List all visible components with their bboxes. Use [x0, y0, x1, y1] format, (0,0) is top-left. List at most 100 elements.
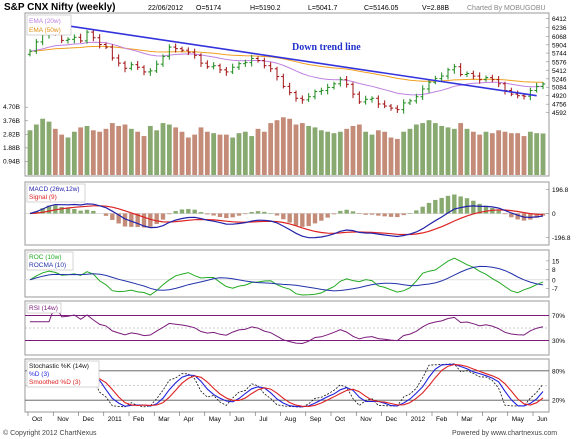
- price-tick-label: 6068: [552, 34, 567, 41]
- legend-roc: ROC (10w): [29, 254, 62, 261]
- price-tick-label: 4592: [552, 110, 567, 117]
- macd-histogram-bar: [59, 207, 64, 214]
- macd-histogram-bar: [110, 213, 115, 220]
- macd-tick-label: -196.8: [552, 235, 571, 242]
- volume-bar: [363, 131, 369, 175]
- macd-histogram-bar: [357, 213, 362, 215]
- macd-histogram-bar: [433, 199, 438, 214]
- x-axis-label: Nov: [360, 416, 372, 423]
- roc-panel: [24, 249, 550, 298]
- macd-histogram-bar: [40, 208, 45, 214]
- roc-tick-label: 8: [552, 267, 556, 274]
- x-axis-label: Dec: [83, 416, 95, 423]
- macd-histogram-bar: [426, 202, 432, 214]
- macd-histogram-bar: [91, 210, 96, 214]
- macd-histogram-bar: [293, 213, 299, 226]
- volume-bar: [33, 124, 39, 175]
- signal-line: [29, 205, 544, 236]
- stoch-tick-label: 80%: [552, 368, 565, 375]
- macd-histogram-bar: [363, 213, 368, 215]
- volume-bar: [65, 137, 71, 175]
- volume-bar: [325, 131, 331, 175]
- volume-bar: [464, 128, 470, 175]
- rsi-legend-box: [26, 302, 62, 314]
- volume-bar: [521, 136, 527, 175]
- volume-bar: [483, 131, 489, 175]
- volume-bar: [477, 134, 483, 175]
- macd-histogram-bar: [78, 210, 83, 214]
- macd-histogram-bar: [160, 213, 166, 220]
- volume-bar: [154, 130, 160, 175]
- x-axis-label: Jul: [259, 416, 268, 423]
- x-axis-label: Jun: [537, 416, 548, 423]
- macd-histogram-bar: [401, 213, 406, 216]
- volume-bar: [103, 128, 109, 175]
- volume-tick-label: 2.82B: [3, 131, 20, 138]
- close-label: C=5146.05: [364, 5, 399, 12]
- x-axis-label: 2011: [108, 416, 122, 423]
- macd-histogram-bar: [135, 213, 140, 228]
- volume-bar: [401, 131, 407, 175]
- volume-bar: [299, 123, 305, 175]
- macd-histogram-bar: [148, 213, 153, 227]
- x-axis-label: Aug: [285, 416, 297, 423]
- macd-histogram-bar: [262, 211, 267, 214]
- macd-histogram-bar: [376, 213, 381, 216]
- macd-histogram-bar: [477, 203, 482, 214]
- volume-bar: [185, 137, 191, 175]
- volume-bar: [122, 124, 128, 175]
- volume-bar: [344, 128, 350, 175]
- legend-ema50: EMA (50w): [29, 27, 61, 34]
- stoch-legend-box: [26, 360, 100, 388]
- stoch-smoothed-d-line: [29, 363, 544, 407]
- macd-histogram-bar: [103, 213, 109, 216]
- x-axis-label: Nov: [57, 416, 69, 423]
- volume-bar: [502, 131, 508, 175]
- volume-bar: [236, 133, 242, 175]
- volume-bar: [451, 128, 457, 175]
- macd-histogram-bar: [154, 213, 159, 224]
- macd-histogram-bar: [312, 213, 318, 224]
- macd-histogram-bar: [287, 213, 292, 223]
- macd-histogram-bar: [306, 213, 311, 227]
- legend-stoch-k: Stochastic %K (14w): [29, 363, 89, 370]
- down-trend-line: [29, 19, 537, 97]
- volume-bar: [179, 131, 185, 175]
- macd-histogram-bar: [420, 206, 425, 214]
- footer-powered-by: Powered by www.chartnexus.com: [452, 430, 557, 437]
- macd-histogram-bar: [407, 212, 413, 214]
- plot-layer: 4.70B 3.76B 2.82B 1.88B 0.94B 6412 6236 6068590…: [3, 16, 571, 423]
- macd-tick-label: 0: [552, 211, 556, 218]
- macd-histogram-bar: [192, 209, 197, 214]
- volume-bar: [331, 133, 337, 175]
- macd-histogram-bar: [46, 205, 52, 214]
- stoch-k-line: [29, 363, 544, 408]
- date-label: 22/06/2012: [148, 5, 183, 12]
- x-axis-label: Oct: [32, 416, 42, 423]
- roc-tick-label: 0: [552, 277, 556, 284]
- volume-bar: [249, 136, 255, 175]
- macd-tick-label: 196.8: [552, 187, 569, 194]
- macd-line: [29, 203, 544, 239]
- volume-bar: [540, 133, 546, 175]
- macd-histogram-bar: [528, 213, 533, 220]
- volume-bar: [255, 128, 261, 175]
- volume-tick-label: 0.94B: [3, 158, 20, 165]
- volume-bar: [40, 118, 46, 175]
- volume-bar: [78, 127, 84, 175]
- macd-histogram-bar: [205, 213, 210, 215]
- macd-histogram-bar: [141, 213, 147, 228]
- volume-bar: [59, 134, 65, 175]
- volume-bar: [109, 123, 115, 175]
- macd-histogram-bar: [325, 213, 330, 218]
- volume-bar: [350, 125, 356, 175]
- volume-bar: [242, 131, 248, 175]
- macd-histogram-bar: [186, 209, 191, 214]
- macd-histogram-bar: [255, 211, 261, 214]
- price-tick-label: 5412: [552, 68, 567, 75]
- volume-bar: [496, 130, 502, 175]
- macd-histogram-bar: [217, 213, 223, 217]
- x-axis-label: Feb: [436, 416, 448, 423]
- macd-histogram-bar: [65, 208, 71, 214]
